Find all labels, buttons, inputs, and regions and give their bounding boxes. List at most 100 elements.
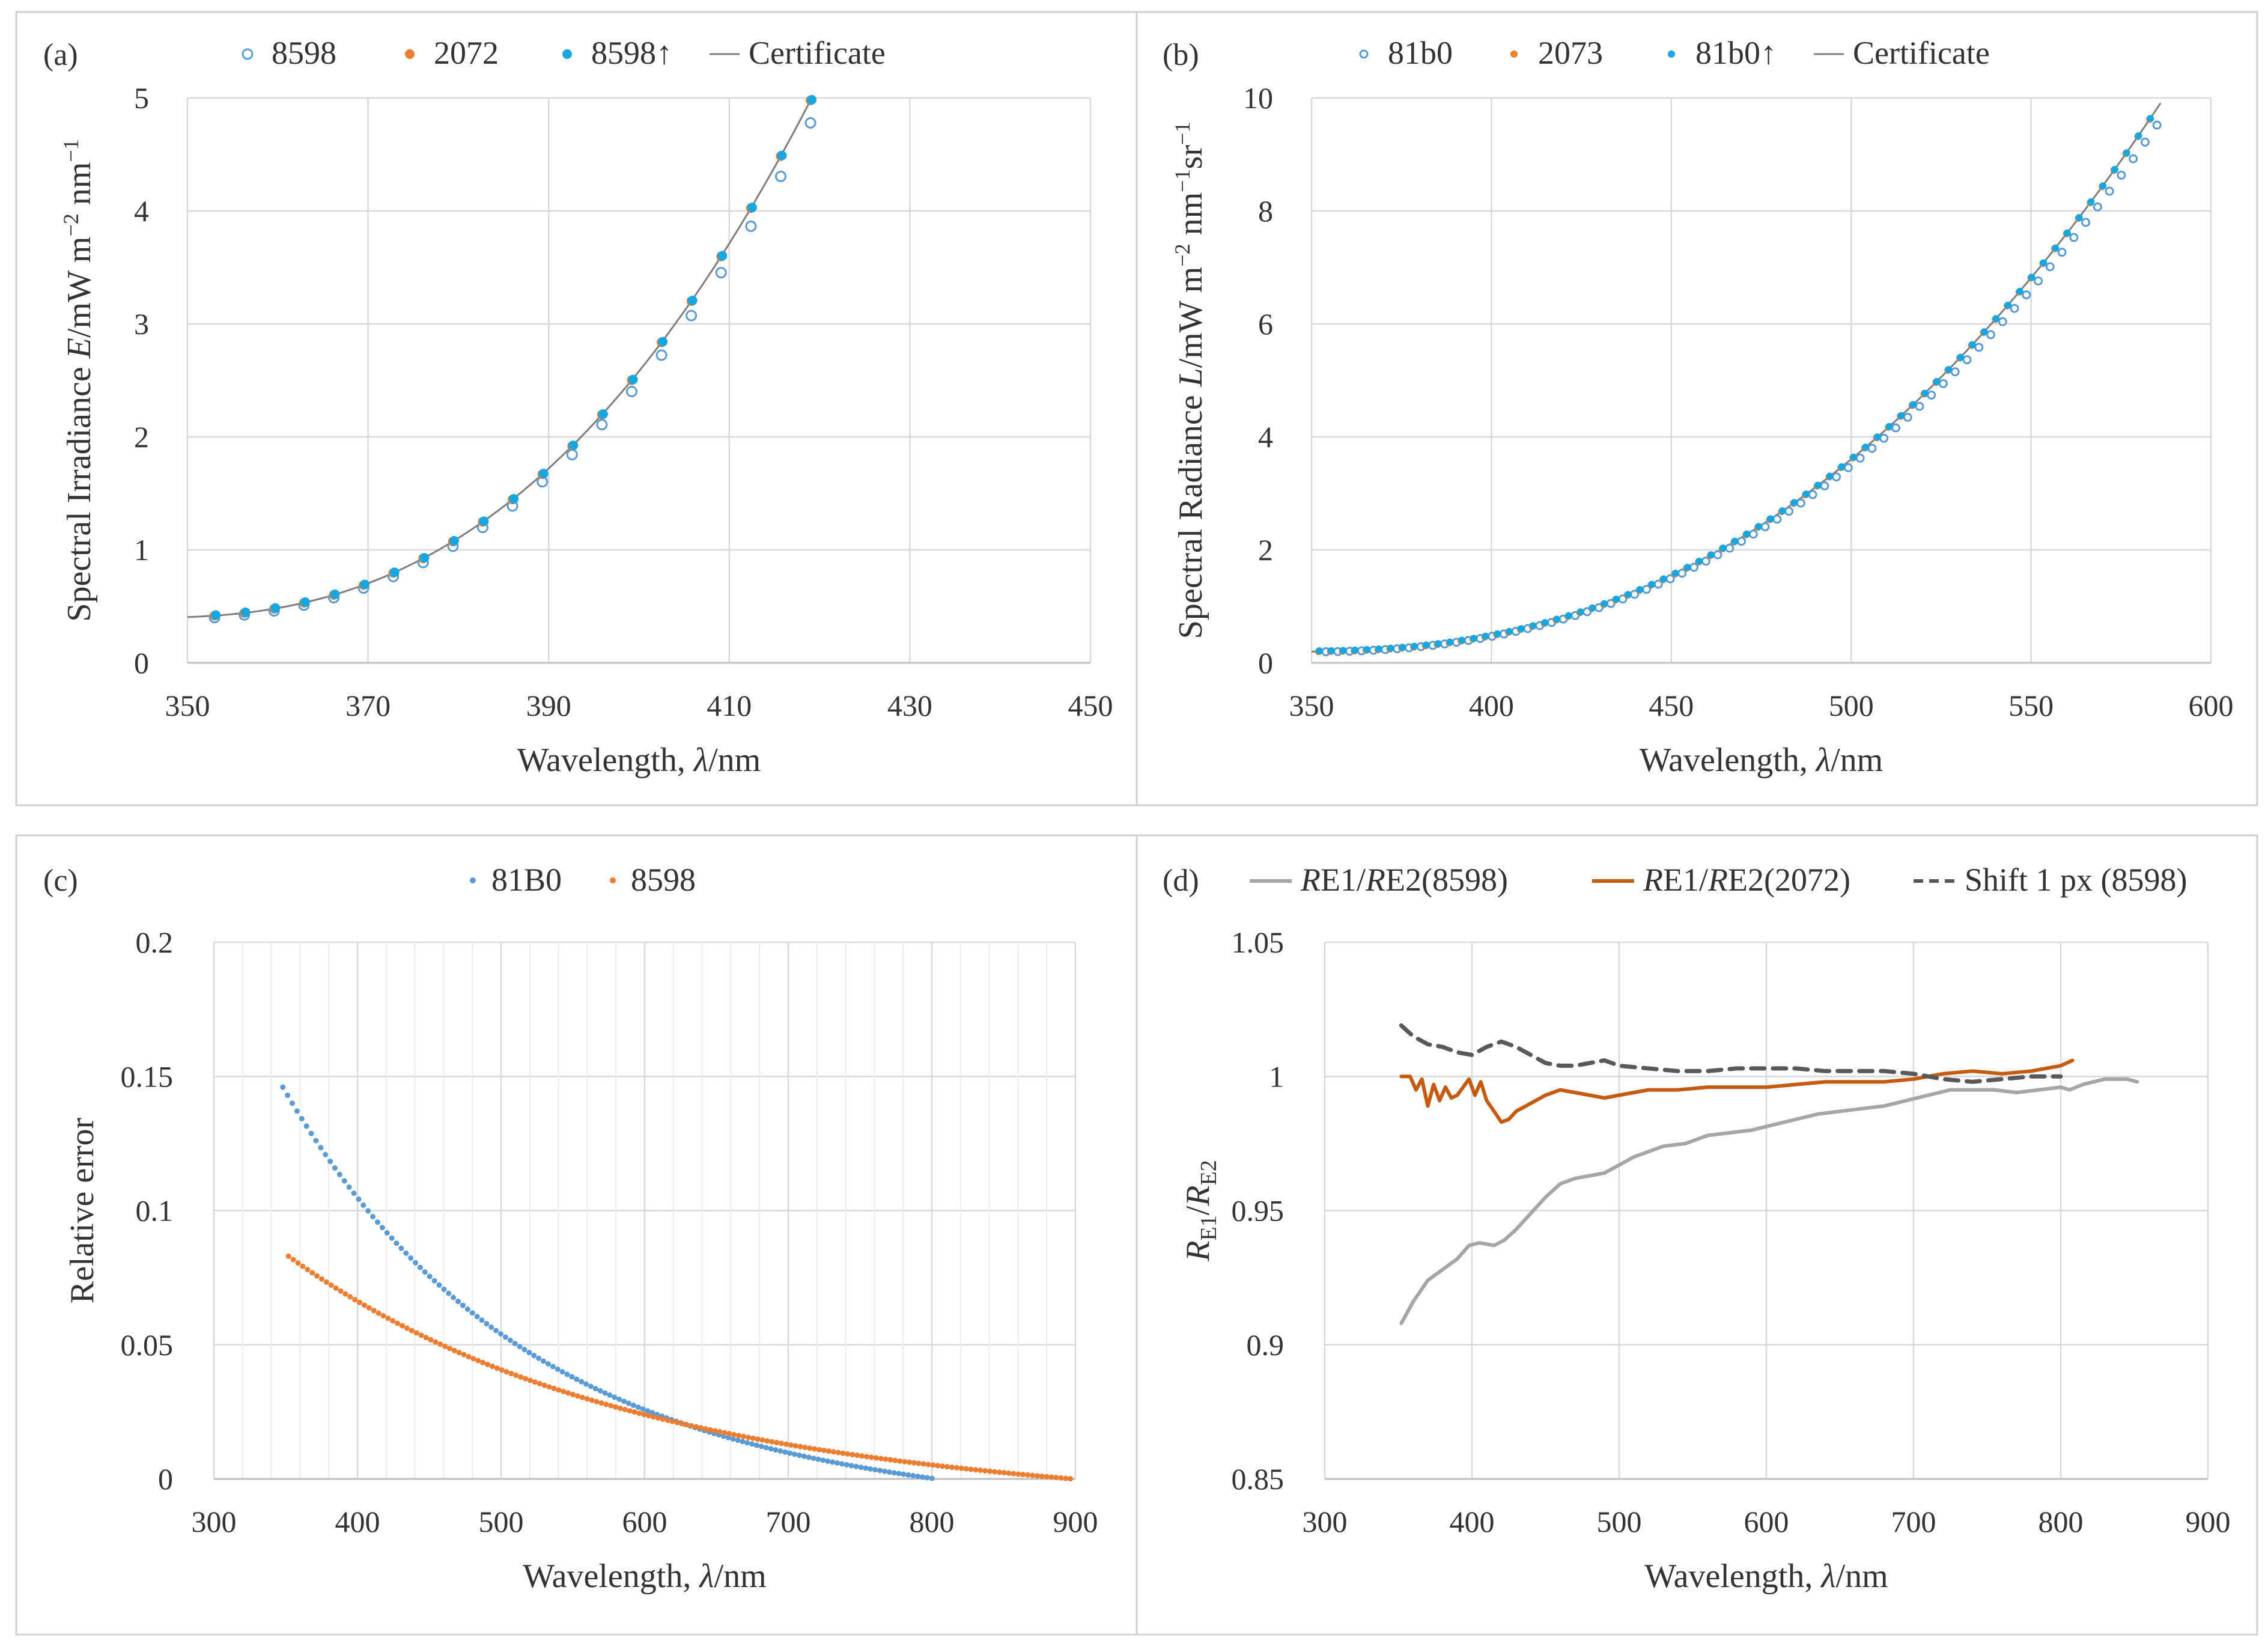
series-8598-point <box>442 1343 448 1349</box>
y-tick-label: 0.9 <box>1247 1328 1284 1362</box>
series-81B0-point <box>431 1278 437 1284</box>
series-81B0-point <box>536 1355 542 1361</box>
series-8598-point <box>968 1466 974 1472</box>
series-8598-point <box>1053 1475 1059 1481</box>
series-8598-point <box>987 1468 993 1474</box>
series-8598-point <box>892 1457 898 1463</box>
series-81b0-point <box>1950 367 1960 377</box>
series-81b0↑-point <box>1601 600 1608 608</box>
series-81b0↑-point <box>1992 315 2000 323</box>
series-8598-point <box>409 1327 415 1334</box>
series-81B0-point <box>801 1453 807 1459</box>
series-8598-point <box>821 1447 827 1453</box>
series-81B0-point <box>394 1240 400 1246</box>
series-8598-point <box>949 1465 955 1471</box>
x-tick-label: 450 <box>1649 689 1694 722</box>
series-81B0-point <box>446 1290 452 1296</box>
series-8598-point <box>774 1439 780 1445</box>
x-tick-label: 500 <box>1597 1505 1642 1538</box>
series-81B0-point <box>441 1286 447 1292</box>
series-line-1 <box>1399 1058 2075 1124</box>
x-tick-label: 370 <box>345 689 391 722</box>
series-8598-point <box>361 1302 367 1308</box>
series-81B0-point <box>541 1358 547 1364</box>
series-81b0↑-point <box>2111 166 2118 174</box>
series-81b0↑-point <box>1399 644 1406 651</box>
series-81b0↑-point <box>2040 259 2048 267</box>
series-8598-point <box>715 267 727 279</box>
series-8598-point <box>755 1436 761 1442</box>
series-81B0-point <box>502 1334 508 1340</box>
series-8598-point <box>783 1441 789 1447</box>
series-8598-point <box>494 1365 500 1371</box>
legend: RE1/RE2(8598) RE1/RE2(2072) Shift 1 px (85… <box>1250 862 2187 898</box>
series-81B0-point <box>469 1310 475 1316</box>
series-8598-point <box>863 1454 869 1460</box>
y-tick-label: 4 <box>134 194 149 228</box>
series-81B0-point <box>484 1321 490 1327</box>
series-81b0-point <box>1891 423 1900 433</box>
series-8598-point <box>958 1465 964 1471</box>
series-8598-point <box>508 1371 514 1377</box>
series-8598-point <box>779 1440 785 1446</box>
series-81B0-point <box>583 1381 589 1387</box>
series-8598-point <box>352 1297 358 1303</box>
series-81B0-point <box>810 1455 816 1462</box>
series-81b0↑-point <box>1873 433 1881 441</box>
series-81b0↑-point <box>1446 638 1454 646</box>
series-8598↑-point <box>211 610 221 620</box>
series-81b0-point <box>1832 472 1841 482</box>
series-81b0-point <box>1713 550 1722 559</box>
series-81B0-point <box>858 1465 864 1471</box>
series-8598-point <box>385 1315 391 1321</box>
legend: 81b0 2073 81b0↑ Certificate <box>1359 35 1990 71</box>
series-8598-point <box>1030 1472 1036 1478</box>
series-8598-point <box>608 1403 614 1409</box>
series-8598-point <box>887 1457 893 1463</box>
series-8598-point <box>551 1385 557 1391</box>
series-81b0-point <box>1701 556 1710 566</box>
series-81b0-point <box>1808 490 1817 499</box>
series-81B0-point <box>417 1264 423 1270</box>
series-8598-point <box>596 419 608 431</box>
series-8598-point <box>584 1396 590 1402</box>
series-8598-point <box>561 1389 567 1395</box>
series-8598-point <box>1034 1473 1040 1479</box>
series-81b0↑-point <box>2135 132 2142 140</box>
series-8598-point <box>1015 1471 1021 1477</box>
series-81b0↑-point <box>1375 645 1382 653</box>
y-tick-label: 4 <box>1258 420 1273 454</box>
series-8598-point <box>603 1401 609 1407</box>
series-8598-point <box>574 1393 580 1399</box>
y-tick-label: 2 <box>134 420 149 454</box>
series-81b0-point <box>1903 412 1912 422</box>
series-81b0↑-point <box>1850 453 1858 461</box>
series-8598-point <box>636 1410 642 1416</box>
series-81B0-point <box>782 1449 788 1455</box>
series-8598-point <box>556 1387 562 1393</box>
series-81B0-point <box>526 1350 532 1356</box>
series-8598-point <box>395 1320 401 1326</box>
series-81b0↑-point <box>1731 537 1739 545</box>
series-8598-point <box>859 1453 865 1459</box>
series-8598-point <box>1044 1474 1050 1480</box>
series-8598-point <box>475 1358 481 1364</box>
x-tick-label: 300 <box>192 1505 237 1538</box>
series-8598-point <box>513 1373 519 1379</box>
series-81B0-point <box>881 1468 887 1474</box>
series-81b0↑-point <box>1589 604 1596 612</box>
series-81B0-point <box>621 1398 627 1404</box>
series-81b0↑-point <box>1482 632 1489 640</box>
series-81b0↑-point <box>1327 647 1335 654</box>
series-81B0-point <box>521 1347 527 1353</box>
y-axis-label: Relative error <box>64 1117 101 1303</box>
series-81B0-point <box>365 1208 371 1214</box>
series-81B0-point <box>545 1361 551 1367</box>
series-8598-point <box>804 117 816 129</box>
y-tick-label: 1.05 <box>1232 925 1284 959</box>
legend-marker-orange <box>405 49 415 59</box>
series-81b0↑-point <box>1315 647 1323 655</box>
legend-label: Certificate <box>749 35 886 71</box>
x-tick-label: 700 <box>1891 1505 1936 1538</box>
panel-d: 300 400 500 600 700 800 900 0.85 0.9 0.95 1 1.05 Wav… <box>1163 862 2231 1595</box>
